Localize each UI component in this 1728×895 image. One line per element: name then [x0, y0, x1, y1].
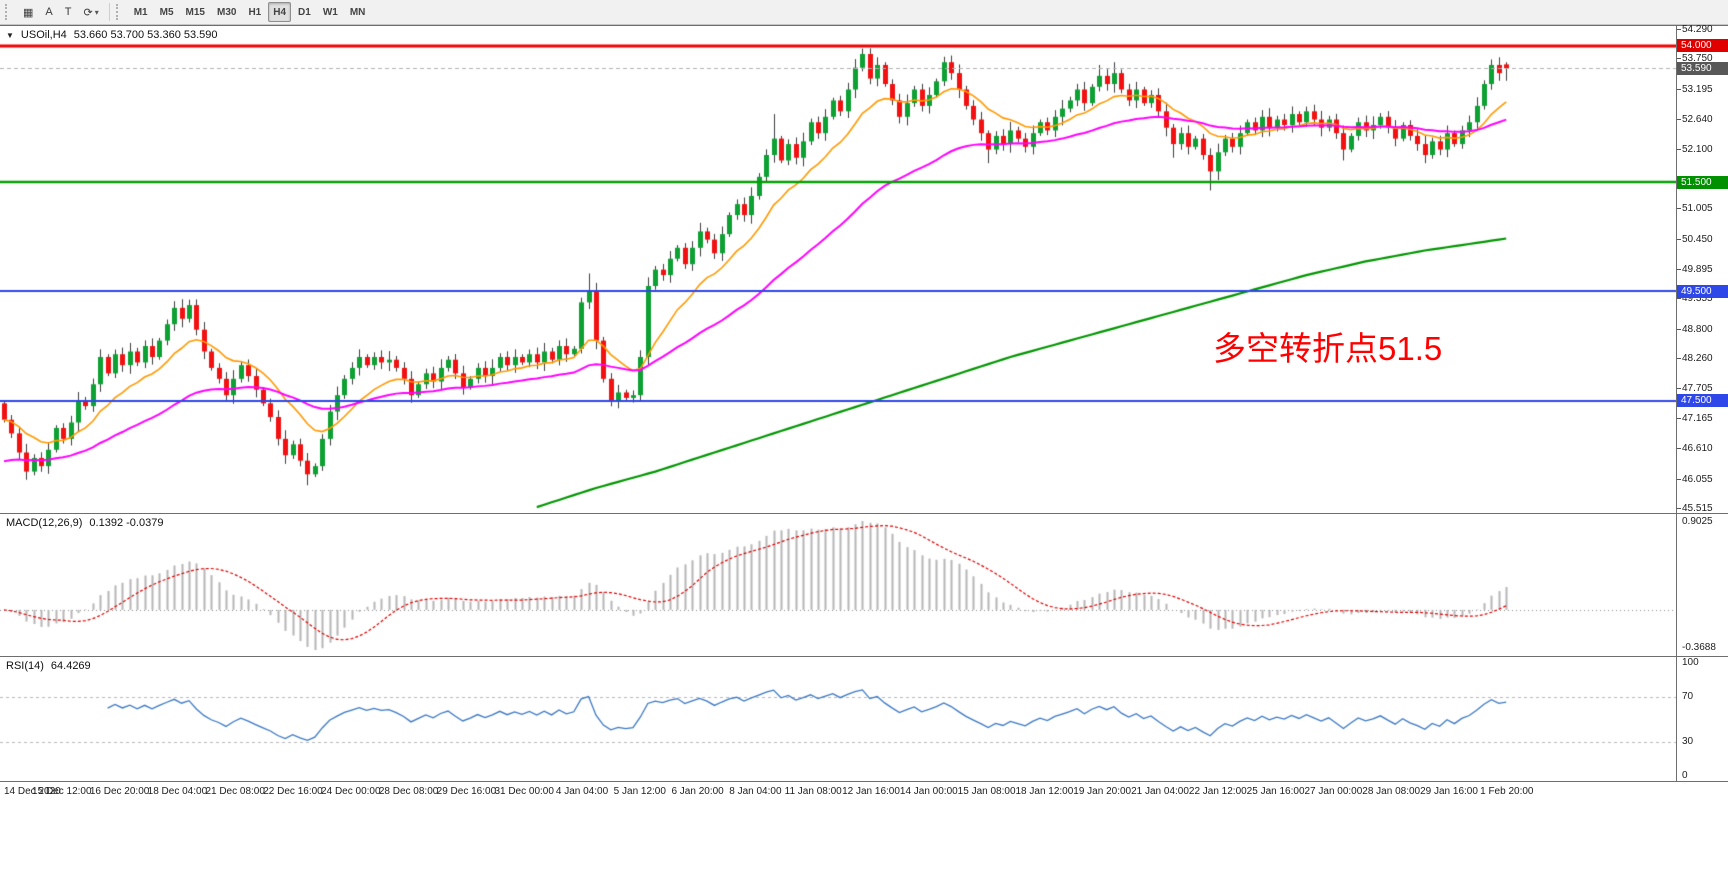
time-label: 27 Jan 00:00	[1304, 786, 1363, 797]
rsi-header: RSI(14) 64.4269	[6, 660, 91, 672]
font-tool-icon[interactable]: A	[40, 2, 57, 22]
chart-annotation-text: 多空转折点51.5	[1213, 330, 1443, 367]
time-label: 6 Jan 20:00	[671, 786, 724, 797]
macd-values: 0.1392 -0.0379	[89, 517, 164, 529]
chevron-down-icon: ▾	[94, 7, 99, 17]
price-tick: 45.515	[1677, 503, 1713, 514]
price-line-badge: 54.000	[1677, 39, 1728, 53]
time-label: 15 Dec 12:00	[32, 786, 92, 797]
time-label: 8 Jan 04:00	[729, 786, 782, 797]
price-tick: 46.610	[1677, 443, 1713, 455]
price-chart-canvas[interactable]	[0, 26, 1676, 514]
time-label: 14 Jan 00:00	[899, 786, 958, 797]
macd-axis[interactable]: 0.9025 -0.3688	[1676, 514, 1728, 656]
time-label: 15 Jan 08:00	[957, 786, 1016, 797]
macd-scale-top: 0.9025	[1682, 516, 1713, 527]
toolbar-grip[interactable]	[115, 4, 123, 20]
time-label: 28 Jan 08:00	[1362, 786, 1421, 797]
macd-panel: MACD(12,26,9) 0.1392 -0.0379 0.9025 -0.3…	[0, 513, 1728, 657]
time-label: 12 Jan 16:00	[842, 786, 900, 797]
rsi-axis[interactable]: 100 70 30 0	[1676, 657, 1728, 781]
time-label: 24 Dec 00:00	[321, 786, 381, 797]
price-tick: 52.640	[1677, 114, 1713, 126]
price-tick: 53.195	[1677, 83, 1713, 95]
price-line-badge: 51.500	[1677, 175, 1728, 189]
macd-label: MACD(12,26,9)	[6, 517, 83, 529]
time-label: 22 Jan 12:00	[1188, 786, 1247, 797]
macd-canvas[interactable]	[0, 514, 1676, 657]
rsi-panel: RSI(14) 64.4269 100 70 30 0	[0, 656, 1728, 782]
price-line-badge: 47.500	[1677, 394, 1728, 408]
price-line-badge: 49.500	[1677, 284, 1728, 298]
time-label: 11 Jan 08:00	[784, 786, 842, 797]
time-label: 22 Dec 16:00	[263, 786, 323, 797]
time-label: 19 Jan 20:00	[1073, 786, 1132, 797]
price-tick: 47.165	[1677, 412, 1713, 424]
charts-grid-icon[interactable]: ▦	[18, 2, 38, 22]
top-toolbar: ▦ A T ⟳ ▾ M1 M5 M15 M30 H1 H4 D1 W1 MN	[0, 0, 1728, 25]
macd-header: MACD(12,26,9) 0.1392 -0.0379	[6, 517, 163, 529]
timeframe-mn[interactable]: MN	[345, 2, 371, 22]
toolbar-grip[interactable]	[5, 4, 12, 20]
chart-symbol-label: USOil,H4	[20, 29, 67, 41]
price-tick: 49.895	[1677, 263, 1713, 275]
rsi-axis-label: 30	[1682, 736, 1694, 748]
time-label: 21 Dec 08:00	[205, 786, 265, 797]
rsi-label: RSI(14)	[6, 660, 44, 672]
price-tick: 48.260	[1677, 353, 1713, 365]
time-label: 18 Jan 12:00	[1015, 786, 1074, 797]
timeframe-d1[interactable]: D1	[293, 2, 316, 22]
time-label: 18 Dec 04:00	[147, 786, 208, 797]
timeframe-h1[interactable]: H1	[243, 2, 266, 22]
price-line-badge: 53.590	[1677, 61, 1728, 75]
timeframe-m5[interactable]: M5	[155, 2, 179, 22]
time-label: 25 Jan 16:00	[1246, 786, 1305, 797]
price-tick: 48.800	[1677, 323, 1713, 335]
time-label: 5 Jan 12:00	[613, 786, 666, 797]
timeframe-m30[interactable]: M30	[212, 2, 241, 22]
collapse-triangle-icon[interactable]: ▼	[6, 30, 14, 40]
timeframe-w1[interactable]: W1	[318, 2, 343, 22]
price-tick: 52.100	[1677, 143, 1713, 155]
timeframe-m1[interactable]: M1	[129, 2, 153, 22]
price-tick: 54.290	[1677, 24, 1713, 35]
time-axis[interactable]: 14 Dec 2020 15 Dec 12:00 16 Dec 20:00 18 De…	[0, 781, 1728, 804]
timeframe-m15[interactable]: M15	[181, 2, 210, 22]
time-label: 1 Feb 20:00	[1480, 786, 1534, 797]
price-tick: 53.750	[1677, 53, 1713, 65]
time-label: 16 Dec 20:00	[89, 786, 150, 797]
rsi-value: 64.4269	[50, 660, 91, 672]
time-label: 4 Jan 04:00	[555, 786, 609, 797]
time-label: 21 Jan 04:00	[1131, 786, 1189, 797]
time-label: 14 Dec 2020	[4, 786, 61, 797]
chart-header: ▼ USOil,H4 53.660 53.700 53.360 53.590	[6, 29, 218, 41]
rsi-axis-label: 0	[1682, 770, 1688, 781]
time-label: 29 Jan 16:00	[1420, 786, 1478, 797]
price-tick: 49.355	[1677, 293, 1713, 305]
cycle-icon: ⟳	[83, 6, 93, 19]
price-tick: 51.005	[1677, 203, 1713, 215]
toolbar-separator	[108, 3, 110, 21]
chart-ohlc-label: 53.660 53.700 53.360 53.590	[73, 29, 218, 41]
cycle-dropdown-button[interactable]: ⟳ ▾	[78, 2, 103, 22]
rsi-axis-label: 70	[1682, 690, 1694, 702]
price-axis[interactable]: 54.290 53.750 53.195 52.640 52.100 51.005 50.4…	[1676, 24, 1728, 514]
time-label: 31 Dec 00:00	[494, 786, 554, 797]
rsi-axis-label: 100	[1682, 657, 1699, 668]
time-label: 28 Dec 08:00	[378, 786, 439, 797]
price-tick: 50.450	[1677, 233, 1713, 245]
macd-scale-bottom: -0.3688	[1682, 642, 1716, 653]
timeframe-h4[interactable]: H4	[268, 2, 292, 22]
price-tick: 46.055	[1677, 473, 1713, 485]
text-tool-icon[interactable]: T	[60, 2, 77, 22]
rsi-canvas[interactable]	[0, 657, 1676, 782]
time-label: 29 Dec 16:00	[436, 786, 497, 797]
price-chart-panel: ▼ USOil,H4 53.660 53.700 53.360 53.590 多…	[0, 24, 1728, 514]
price-tick: 47.705	[1677, 383, 1713, 395]
